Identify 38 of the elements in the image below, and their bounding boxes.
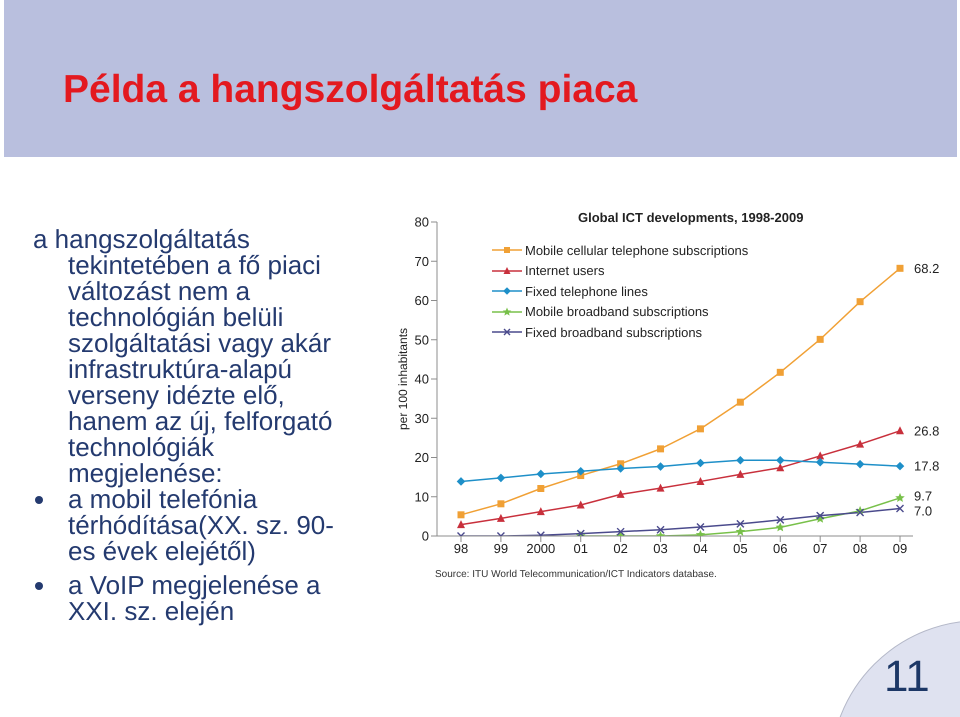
text: a hangszolgáltatás tekintetében a fő piaci változást nem a technológián belüli szolgáltatási vagy akár infrastruktúra-alapú verseny idézte elő, hanem az új, felforgató technológiák megjelenése: bbox=[33, 224, 332, 488]
x-tick-label: 08 bbox=[852, 541, 868, 556]
legend-label: Mobile broadband subscriptions bbox=[525, 304, 709, 320]
text: a VoIP megjelenése a XXI. sz. elején bbox=[68, 570, 322, 626]
x-tick-label: 09 bbox=[892, 541, 908, 556]
source-note: Source: ITU World Telecommunication/ICT Indicators database. bbox=[435, 569, 717, 580]
y-tick-label: 0 bbox=[422, 528, 429, 544]
y-tick-label: 40 bbox=[414, 372, 429, 387]
x-tick-label: 99 bbox=[494, 541, 508, 556]
x-tick-label: 98 bbox=[454, 541, 468, 556]
x-tick-label: 2000 bbox=[526, 541, 556, 556]
x-tick-label: 03 bbox=[653, 541, 668, 556]
x-tick-label: 02 bbox=[613, 541, 628, 556]
y-tick-label: 20 bbox=[414, 450, 429, 466]
y-axis-title: per 100 inhabitants bbox=[396, 328, 410, 430]
y-tick-label: 60 bbox=[414, 293, 429, 308]
x-tick-label: 04 bbox=[693, 541, 708, 556]
y-tick-label: 50 bbox=[414, 332, 429, 348]
data-label: 17.8 bbox=[914, 458, 940, 474]
data-label: 9.7 bbox=[914, 488, 932, 504]
x-tick-label: 01 bbox=[573, 541, 588, 556]
x-tick-label: 06 bbox=[773, 541, 788, 556]
y-tick-label: 10 bbox=[414, 489, 429, 504]
chart-subtitle: Global ICT developments, 1998-2009 bbox=[578, 210, 804, 225]
y-tick-label: 30 bbox=[414, 410, 429, 426]
y-tick-label: 80 bbox=[414, 214, 429, 230]
data-label: 26.8 bbox=[914, 423, 940, 438]
text: 11 bbox=[884, 652, 930, 702]
legend-label: Fixed broadband subscriptions bbox=[525, 324, 702, 340]
legend-label: Internet users bbox=[525, 263, 604, 278]
data-label: 68.2 bbox=[914, 260, 940, 276]
x-tick-label: 05 bbox=[733, 541, 748, 556]
chart-title: Példa a hangszolgáltatás piaca bbox=[63, 68, 638, 112]
legend-label: Fixed telephone lines bbox=[525, 284, 648, 299]
legend-label: Mobile cellular telephone subscriptions bbox=[525, 242, 748, 258]
x-tick-label: 07 bbox=[812, 541, 828, 556]
y-tick-label: 70 bbox=[414, 254, 429, 269]
data-label: 7.0 bbox=[914, 503, 932, 518]
